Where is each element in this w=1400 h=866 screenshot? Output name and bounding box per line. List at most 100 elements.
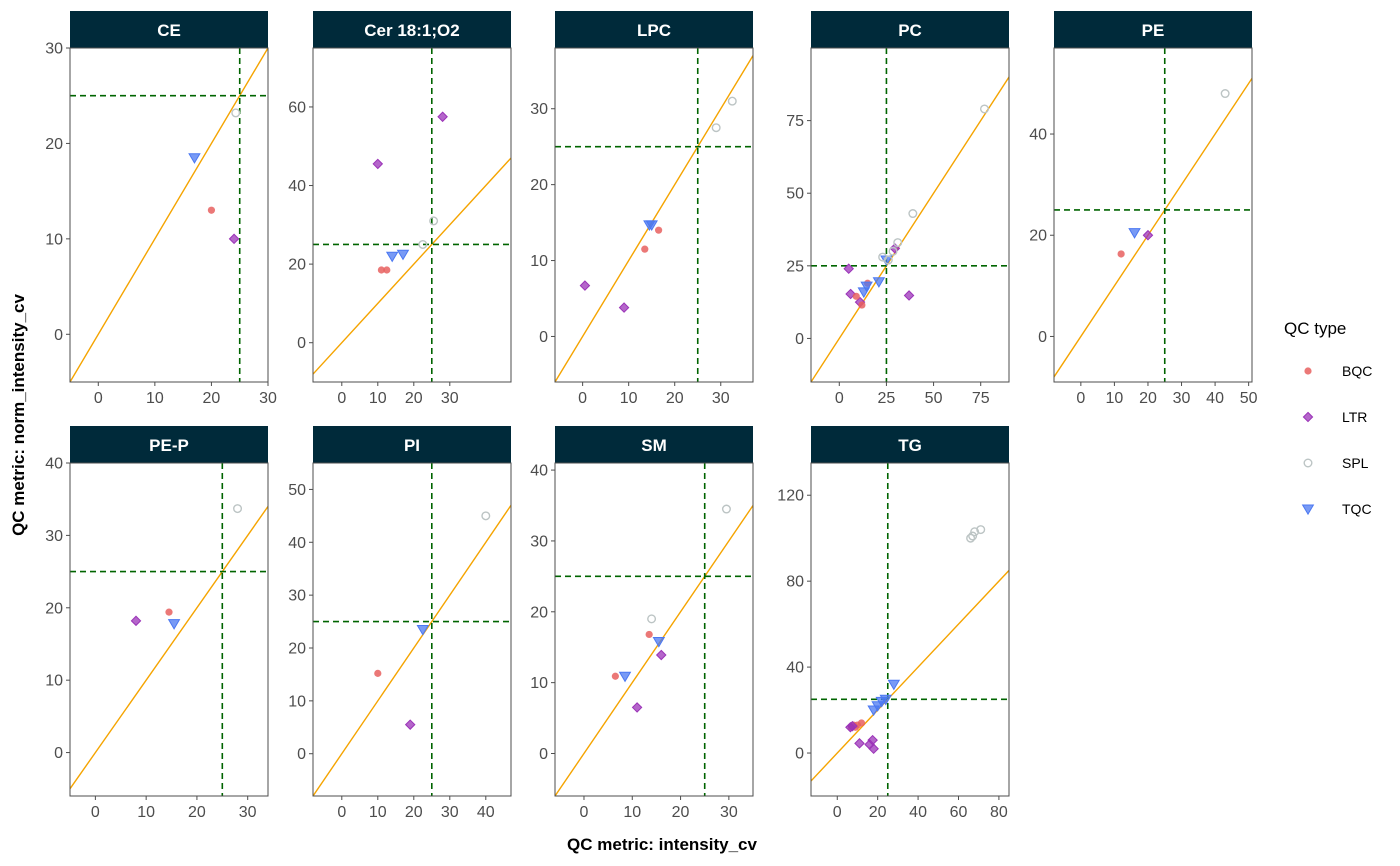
x-tick-label: 20 <box>405 390 423 407</box>
x-tick-label: 40 <box>1206 390 1224 407</box>
data-point-ltr <box>868 743 879 755</box>
plot-area <box>313 48 511 382</box>
legend-key-bqc <box>1304 367 1312 375</box>
y-tick-label: 25 <box>786 258 804 275</box>
x-tick-label: 20 <box>869 804 887 821</box>
plot-area <box>811 463 1009 796</box>
data-point-bqc <box>645 630 653 639</box>
y-tick-label: 0 <box>54 745 63 762</box>
panel-border <box>554 47 754 383</box>
plot-area <box>555 48 753 382</box>
y-tick-label: 10 <box>530 253 548 270</box>
legend-key-tqc <box>1301 504 1315 516</box>
facet-strip <box>555 426 753 463</box>
data-point-ltr <box>618 302 630 313</box>
data-point-bqc <box>1117 250 1125 258</box>
identity-line <box>313 156 511 376</box>
plot-area <box>313 463 511 796</box>
legend-label: BQC <box>1342 363 1372 379</box>
x-tick-label: 20 <box>203 390 221 407</box>
facet-title: SM <box>641 436 667 455</box>
panel-border <box>69 462 269 797</box>
x-tick-label: 30 <box>712 390 730 407</box>
identity-line <box>555 504 753 796</box>
y-tick-label: 80 <box>786 574 804 591</box>
data-point-spl <box>429 216 439 226</box>
facet-title: TG <box>898 436 922 455</box>
y-tick-label: 40 <box>786 660 804 677</box>
panel-lpc: LPC 0 10 20 30 0 10 20 30 <box>530 11 754 407</box>
panel-pi: PI 0 10 20 30 40 0 10 20 30 40 50 <box>288 426 512 821</box>
data-point-tqc <box>618 671 632 683</box>
panel-ce: CE 0 10 20 30 0 10 20 30 <box>45 11 277 407</box>
data-point-ltr <box>845 288 856 300</box>
data-point-ltr <box>437 111 448 123</box>
data-point-bqc <box>641 245 649 253</box>
x-tick-label: 10 <box>1106 390 1124 407</box>
data-point-spl <box>966 533 976 543</box>
data-point-spl <box>1220 89 1230 99</box>
data-point-ltr <box>1142 229 1154 241</box>
y-tick-label: 40 <box>530 463 548 480</box>
y-tick-label: 20 <box>530 604 548 621</box>
data-point-ltr <box>404 719 416 730</box>
data-point-ltr <box>847 720 858 732</box>
facet-title: PE-P <box>149 436 189 455</box>
panel-border <box>312 47 512 383</box>
facet-strip <box>1054 11 1252 48</box>
data-point-spl <box>979 104 989 114</box>
y-axis-title: QC metric: norm_intensity_cv <box>9 294 28 536</box>
data-point-tqc <box>1128 228 1141 239</box>
x-tick-label: 0 <box>580 804 589 821</box>
x-tick-label: 0 <box>835 390 844 407</box>
data-point-ltr <box>372 158 384 170</box>
legend-key-spl <box>1303 458 1313 468</box>
y-tick-label: 20 <box>288 641 306 658</box>
x-tick-label: 30 <box>441 804 459 821</box>
x-tick-label: 60 <box>950 804 968 821</box>
identity-line <box>1054 77 1252 379</box>
data-point-ltr <box>130 615 142 627</box>
panel-sm: SM 0 10 20 30 0 10 20 30 40 <box>530 426 754 821</box>
data-point-ltr <box>579 280 591 291</box>
panel-cer-18-1-o2: Cer 18:1;O2 0 10 20 30 0 20 40 60 <box>288 11 512 407</box>
data-point-spl <box>976 525 986 535</box>
facet-strip <box>70 426 268 463</box>
y-tick-label: 50 <box>786 186 804 203</box>
data-point-spl <box>418 239 428 249</box>
data-point-tqc <box>887 679 901 691</box>
panel-pe: PE 0 10 20 30 40 50 0 20 40 <box>1029 11 1258 407</box>
y-tick-label: 30 <box>45 528 63 545</box>
x-tick-label: 25 <box>878 390 896 407</box>
facet-title: PE <box>1142 21 1165 40</box>
legend-item-bqc: BQC <box>1304 363 1372 379</box>
data-point-spl <box>231 108 241 118</box>
data-point-tqc <box>652 636 666 648</box>
data-point-bqc <box>165 608 173 616</box>
y-tick-label: 40 <box>288 178 306 195</box>
y-tick-label: 0 <box>297 746 306 763</box>
x-tick-label: 30 <box>259 390 277 407</box>
x-tick-label: 0 <box>578 390 587 407</box>
identity-line <box>555 54 753 382</box>
data-point-tqc <box>645 220 658 231</box>
facet-title: CE <box>157 21 181 40</box>
identity-line <box>70 48 268 382</box>
legend-title: QC type <box>1284 319 1346 338</box>
panel-border <box>1053 47 1253 383</box>
data-point-bqc <box>611 672 619 680</box>
y-tick-label: 30 <box>530 533 548 550</box>
x-tick-label: 20 <box>405 804 423 821</box>
y-tick-label: 0 <box>297 335 306 352</box>
identity-line <box>313 504 511 796</box>
x-tick-label: 10 <box>623 804 641 821</box>
x-tick-label: 10 <box>620 390 638 407</box>
y-tick-label: 10 <box>288 693 306 710</box>
data-point-tqc <box>188 153 201 164</box>
x-tick-label: 10 <box>369 804 387 821</box>
facet-title: PC <box>898 21 922 40</box>
x-tick-label: 20 <box>188 804 206 821</box>
x-tick-label: 0 <box>1076 390 1085 407</box>
legend-item-tqc: TQC <box>1301 501 1372 517</box>
